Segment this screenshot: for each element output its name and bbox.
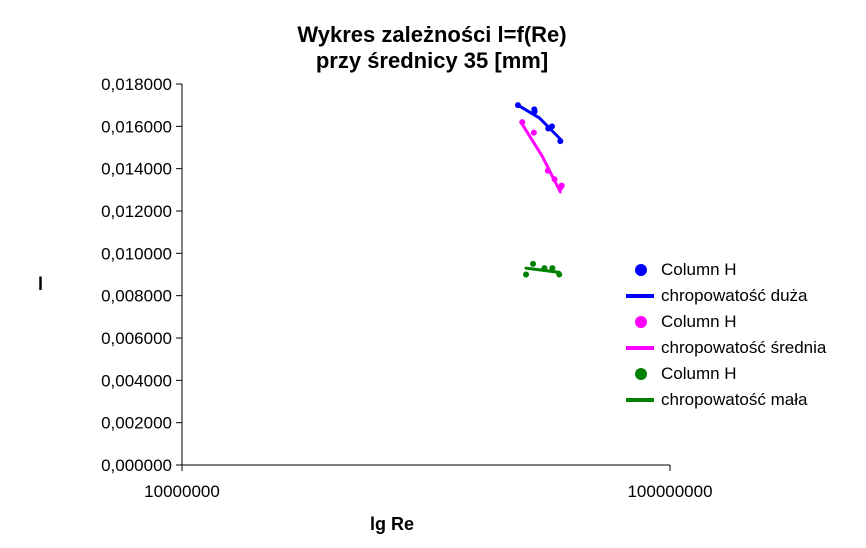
data-point-series-1-3 [531, 108, 538, 115]
data-point-series-1-1 [514, 102, 521, 109]
data-point-series-2-6 [558, 182, 565, 189]
chart-title-line-2: przy średnicy 35 [mm] [315, 48, 549, 73]
legend-marker-series-3 [635, 368, 647, 380]
trendline-series-1 [516, 103, 562, 141]
legend-label-series-3: Column H [661, 364, 737, 383]
legend-item-series-1-points: Column H [626, 257, 864, 283]
x-tick-label-0: 10000000 [144, 482, 220, 501]
legend-item-series-2-trend: chropowatość średnia [626, 335, 864, 361]
data-point-series-2-4 [551, 176, 558, 183]
legend-label-trend-3: chropowatość mała [661, 390, 808, 409]
x-tick-label-1: 100000000 [627, 482, 712, 501]
chart-title-line-1: Wykres zależności l=f(Re) [297, 22, 567, 47]
data-point-series-3-4 [549, 265, 556, 272]
data-point-series-3-3 [541, 265, 548, 272]
legend-marker-series-2 [635, 316, 647, 328]
data-point-series-1-5 [548, 123, 555, 130]
y-tick-label-4: 0,008000 [101, 287, 172, 306]
legend-item-series-3-points: Column H [626, 361, 864, 387]
legend-line-series-2 [626, 346, 654, 350]
legend-label-trend-2: chropowatość średnia [661, 338, 827, 357]
y-tick-label-0: 0,000000 [101, 456, 172, 475]
legend-line-series-1 [626, 294, 654, 298]
legend-item-series-2-points: Column H [626, 309, 864, 335]
y-tick-label-6: 0,012000 [101, 202, 172, 221]
y-tick-label-8: 0,016000 [101, 117, 172, 136]
y-tick-label-2: 0,004000 [101, 371, 172, 390]
data-point-series-2-3 [544, 167, 551, 174]
y-tick-label-1: 0,002000 [101, 414, 172, 433]
y-tick-label-3: 0,006000 [101, 329, 172, 348]
legend-label-trend-1: chropowatość duża [661, 286, 808, 305]
data-point-series-2-1 [519, 119, 526, 126]
y-axis-label: l [38, 274, 44, 294]
legend-line-series-3 [626, 398, 654, 402]
y-tick-label-5: 0,010000 [101, 244, 172, 263]
legend-item-series-1-trend: chropowatość duża [626, 283, 864, 309]
data-point-series-3-1 [523, 271, 530, 278]
data-point-series-1-6 [557, 138, 564, 145]
chart-legend: Column H chropowatość duża Column H chro… [626, 257, 864, 413]
y-tick-label-9: 0,018000 [101, 75, 172, 94]
y-tick-label-7: 0,014000 [101, 160, 172, 179]
data-point-series-3-2 [530, 260, 537, 267]
x-axis-label: lg Re [370, 514, 415, 534]
data-point-series-3-5 [556, 271, 563, 278]
legend-label-series-1: Column H [661, 260, 737, 279]
legend-item-series-3-trend: chropowatość mała [626, 387, 864, 413]
data-point-series-2-2 [530, 129, 537, 136]
legend-label-series-2: Column H [661, 312, 737, 331]
legend-marker-series-1 [635, 264, 647, 276]
